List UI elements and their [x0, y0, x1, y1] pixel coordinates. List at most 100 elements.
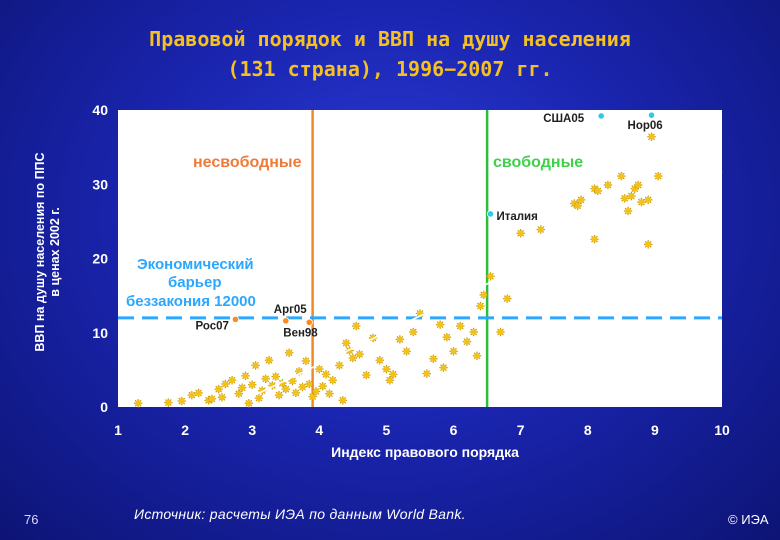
- data-point: [352, 321, 361, 331]
- data-point: [221, 379, 230, 389]
- data-point: [633, 180, 643, 190]
- x-tick-label: 5: [383, 422, 391, 438]
- data-point: [133, 399, 143, 408]
- barrier-label-line3: беззакония 12000: [126, 293, 256, 310]
- x-tick-label: 8: [584, 422, 592, 438]
- barrier-label: Экономический барьер беззакония 12000: [126, 256, 256, 310]
- data-point: [620, 194, 629, 203]
- y-tick-label: 10: [92, 325, 108, 341]
- chart-title: Правовой порядок и ВВП на душу населения…: [40, 24, 740, 84]
- x-tick-label: 1: [114, 422, 122, 438]
- data-point: [341, 338, 351, 348]
- data-point: [456, 321, 465, 331]
- data-point: [298, 382, 307, 392]
- chart-title-line1: Правовой порядок и ВВП на душу населения: [149, 27, 631, 51]
- labeled-point-marker: [647, 111, 656, 119]
- labeled-point-label: Италия: [496, 211, 537, 223]
- data-point: [476, 301, 485, 311]
- data-point: [315, 364, 324, 374]
- free-zone-label: свободные: [493, 154, 583, 171]
- data-point: [318, 382, 327, 391]
- data-point: [449, 347, 458, 356]
- x-tick-label: 7: [517, 422, 525, 438]
- trend-line: [231, 170, 723, 407]
- data-point: [362, 370, 371, 380]
- data-point: [637, 197, 646, 207]
- data-point: [382, 364, 391, 374]
- data-point: [264, 356, 274, 365]
- x-tick-label: 2: [181, 422, 189, 438]
- data-point: [288, 376, 297, 386]
- y-tick-label: 40: [92, 102, 108, 118]
- data-point: [435, 320, 445, 329]
- labeled-point-label: Нор06: [628, 120, 663, 132]
- data-point: [385, 376, 394, 385]
- data-point: [623, 206, 633, 216]
- data-point: [402, 347, 411, 356]
- labeled-point-label: Рос07: [195, 320, 228, 332]
- y-tick-label: 20: [92, 251, 108, 267]
- data-point: [375, 356, 384, 365]
- data-point: [388, 370, 398, 379]
- data-point: [187, 390, 197, 400]
- data-point: [603, 180, 613, 190]
- data-point: [254, 393, 264, 403]
- labeled-point-marker: [597, 112, 605, 120]
- data-point: [237, 383, 247, 392]
- source-note: Источник: расчеты ИЭА по данным World Ba…: [134, 506, 466, 522]
- data-point: [214, 384, 223, 394]
- barrier-label-line2: барьер: [168, 274, 222, 291]
- data-point: [301, 356, 311, 366]
- data-point: [328, 376, 337, 385]
- r2-symbol: R: [595, 284, 606, 300]
- data-point: [355, 350, 364, 359]
- data-point: [234, 389, 243, 398]
- page-number: 76: [24, 512, 39, 527]
- data-point: [338, 396, 348, 405]
- data-point: [472, 351, 482, 360]
- data-point: [217, 393, 227, 402]
- data-point: [479, 290, 488, 300]
- data-point: [261, 374, 270, 383]
- labeled-point-label: Арг05: [274, 304, 308, 316]
- data-point: [251, 361, 260, 370]
- data-point: [442, 333, 452, 342]
- data-point: [496, 327, 505, 337]
- data-point: [241, 371, 250, 381]
- x-tick-label: 4: [315, 422, 323, 438]
- data-point: [291, 388, 301, 398]
- data-point: [271, 372, 280, 381]
- labeled-point-marker: [486, 210, 495, 218]
- chart-title-line2: (131 страна), 1996−2007 гг.: [227, 57, 553, 81]
- data-point: [576, 195, 586, 205]
- data-point: [284, 348, 294, 357]
- data-point: [164, 398, 173, 407]
- data-point: [325, 389, 334, 398]
- x-ticks: 1 2 3 4 5 6 7 8 9 10: [114, 422, 730, 438]
- data-point: [248, 380, 257, 389]
- data-point: [429, 354, 438, 363]
- data-point: [177, 396, 186, 406]
- trend-r-squared: R2 = 0,83: [595, 283, 654, 300]
- data-point: [536, 225, 545, 234]
- barrier-label-line1: Экономический: [137, 256, 254, 273]
- data-point: [462, 337, 472, 346]
- labeled-point-label: Вен98: [283, 327, 318, 339]
- unfree-zone-label: несвободные: [193, 154, 302, 171]
- labeled-point-marker: [231, 315, 240, 323]
- y-tick-label: 0: [100, 399, 108, 415]
- data-point: [281, 384, 290, 394]
- data-point: [503, 294, 512, 303]
- data-point: [274, 390, 284, 400]
- x-tick-label: 6: [450, 422, 458, 438]
- copyright: © ИЭА: [728, 512, 769, 527]
- data-point: [593, 186, 603, 196]
- data-point: [311, 387, 321, 396]
- data-point: [647, 132, 656, 141]
- labeled-point-marker: [282, 317, 290, 325]
- data-point: [643, 240, 653, 249]
- data-point: [627, 191, 636, 201]
- data-point: [469, 327, 478, 337]
- plot-area: [118, 110, 722, 407]
